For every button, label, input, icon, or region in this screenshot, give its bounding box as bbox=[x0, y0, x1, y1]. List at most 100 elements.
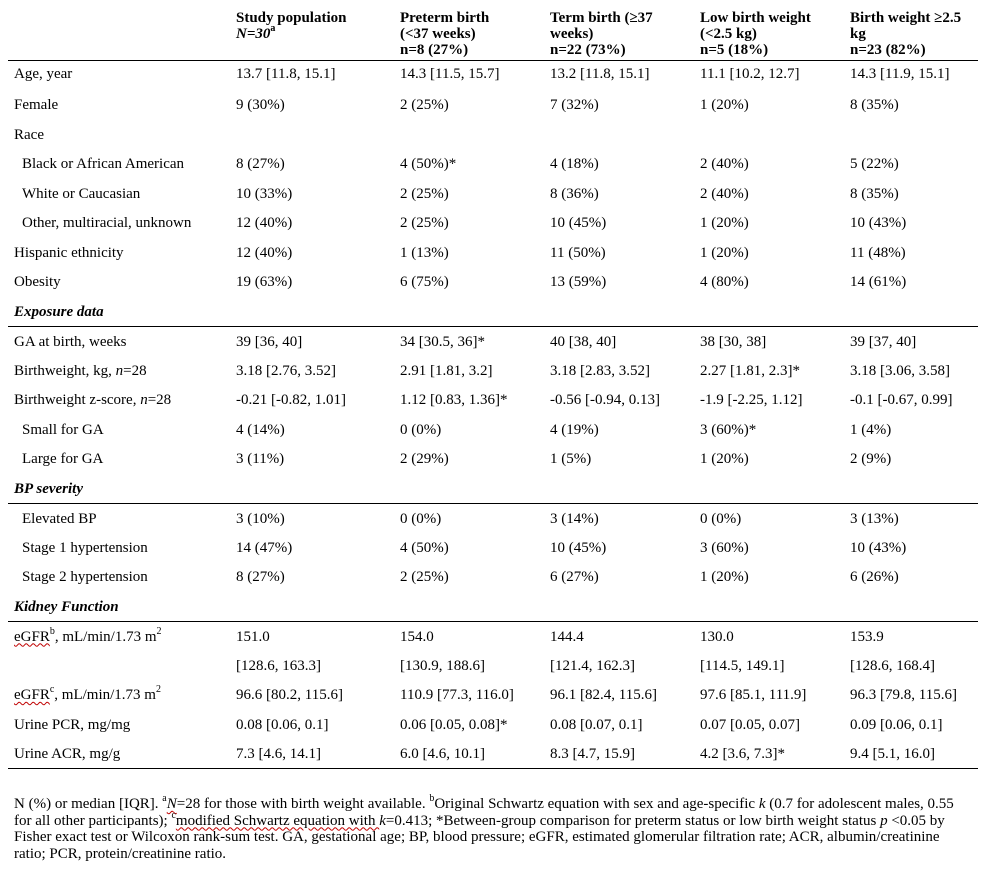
table-row-bwz: Birthweight z-score, n=28 -0.21 [-0.82, 1… bbox=[8, 385, 978, 415]
table-cell: 38 [30, 38] bbox=[700, 333, 767, 350]
table-cell: 14 (61%) bbox=[850, 274, 907, 290]
table-cell: 5 (22%) bbox=[850, 156, 899, 172]
table-cell: 96.6 [80.2, 115.6] bbox=[236, 687, 343, 703]
table-cell: 3.18 [2.83, 3.52] bbox=[550, 362, 650, 379]
row-label: Obesity bbox=[14, 274, 61, 290]
table-cell: 97.6 [85.1, 111.9] bbox=[700, 687, 807, 703]
table-cell: 8 (36%) bbox=[550, 185, 599, 202]
header-normal-birth-weight: Birth weight ≥2.5 kg n=23 (82%) bbox=[850, 10, 962, 58]
header-term: Term birth (≥37 weeks) n=22 (73%) bbox=[550, 10, 653, 58]
table-cell: 2 (25%) bbox=[400, 569, 449, 585]
row-label: Birthweight, kg, n=28 bbox=[14, 362, 147, 379]
table-cell: 10 (43%) bbox=[850, 539, 907, 556]
table-cell: 6 (75%) bbox=[400, 274, 449, 290]
table-cell: 9 (30%) bbox=[236, 97, 285, 113]
table-cell: 1 (13%) bbox=[400, 244, 449, 261]
table-row-black: Black or African American 8 (27%) 4 (50%)*… bbox=[8, 149, 978, 179]
table-row-other: Other, multiracial, unknown 12 (40%) 2 (25… bbox=[8, 208, 978, 238]
table-container: Study population N=30a Preterm birth (<3… bbox=[8, 6, 978, 769]
table-cell: 1.12 [0.83, 1.36]* bbox=[400, 392, 508, 408]
row-label: eGFRb, mL/min/1.73 m2 bbox=[14, 625, 162, 645]
table-cell: 14.3 [11.9, 15.1] bbox=[850, 66, 950, 82]
table-cell: 10 (33%) bbox=[236, 185, 293, 202]
table-cell: 3 (14%) bbox=[550, 510, 599, 527]
table-cell: 4 (80%) bbox=[700, 274, 749, 290]
table-cell: 8 (27%) bbox=[236, 569, 285, 585]
table-cell: 154.0 bbox=[400, 628, 434, 645]
table-cell: 110.9 [77.3, 116.0] bbox=[400, 687, 514, 703]
table-cell: -1.9 [-2.25, 1.12] bbox=[700, 392, 803, 408]
table-cell: 4 (50%) bbox=[400, 539, 449, 556]
table-row-bw: Birthweight, kg, n=28 3.18 [2.76, 3.52] 2.… bbox=[8, 356, 978, 386]
table-row-ga: GA at birth, weeks 39 [36, 40] 34 [30.5, 3… bbox=[8, 326, 978, 356]
row-label: Female bbox=[14, 97, 59, 113]
table-cell: 13 (59%) bbox=[550, 274, 607, 290]
table-cell: 13.7 [11.8, 15.1] bbox=[236, 66, 336, 82]
table-row-sga: Small for GA 4 (14%) 0 (0%) 4 (19%) 3 (60%)*… bbox=[8, 415, 978, 445]
table-cell: 153.9 bbox=[850, 628, 884, 645]
table-cell: 130.0 bbox=[700, 628, 734, 645]
table-row-obesity: Obesity 19 (63%) 6 (75%) 13 (59%) 4 (80%) 14 … bbox=[8, 267, 978, 297]
table-cell: 12 (40%) bbox=[236, 244, 293, 261]
table-row-race: Race bbox=[8, 120, 978, 150]
header-low-birth-weight: Low birth weight (<2.5 kg) n=5 (18%) bbox=[700, 10, 811, 58]
table-cell: 0.07 [0.05, 0.07] bbox=[700, 716, 800, 733]
table-cell: 9.4 [5.1, 16.0] bbox=[850, 746, 935, 762]
table-cell: [128.6, 168.4] bbox=[850, 657, 935, 674]
table-cell: 8 (35%) bbox=[850, 185, 899, 202]
table-cell: 0.08 [0.07, 0.1] bbox=[550, 716, 643, 733]
row-label: GA at birth, weeks bbox=[14, 333, 127, 350]
table-cell: 4.2 [3.6, 7.3]* bbox=[700, 746, 785, 762]
table-cell: 1 (20%) bbox=[700, 451, 749, 467]
table-cell: 4 (18%) bbox=[550, 156, 599, 172]
table-cell: 96.3 [79.8, 115.6] bbox=[850, 687, 957, 703]
table-cell: 3.18 [2.76, 3.52] bbox=[236, 362, 336, 379]
header-label bbox=[8, 6, 230, 61]
table-row-female: Female 9 (30%) 2 (25%) 7 (32%) 1 (20%) 8 (35%… bbox=[8, 90, 978, 120]
table-cell: 3 (13%) bbox=[850, 510, 899, 527]
table-cell: 0.08 [0.06, 0.1] bbox=[236, 716, 329, 733]
table-cell: 144.4 bbox=[550, 628, 584, 645]
characteristics-table: Study population N=30a Preterm birth (<3… bbox=[8, 6, 978, 769]
row-label: Hispanic ethnicity bbox=[14, 244, 124, 261]
table-cell: 3 (11%) bbox=[236, 451, 285, 467]
table-cell: 7 (32%) bbox=[550, 97, 599, 113]
row-label: Race bbox=[14, 126, 44, 143]
row-label: Kidney Function bbox=[14, 598, 119, 615]
row-label: Other, multiracial, unknown bbox=[22, 215, 192, 231]
header-preterm: Preterm birth (<37 weeks) n=8 (27%) bbox=[400, 10, 490, 58]
table-cell: 2 (40%) bbox=[700, 185, 749, 202]
table-cell: 2.91 [1.81, 3.2] bbox=[400, 362, 493, 379]
table-cell: [130.9, 188.6] bbox=[400, 657, 485, 674]
table-row-kidney: Kidney Function bbox=[8, 592, 978, 621]
table-cell: 2 (29%) bbox=[400, 451, 449, 467]
table-cell: 6.0 [4.6, 10.1] bbox=[400, 746, 485, 762]
table-cell: 0 (0%) bbox=[700, 510, 742, 527]
table-row-stage2: Stage 2 hypertension 8 (27%) 2 (25%) 6 (27%… bbox=[8, 562, 978, 592]
table-cell: 0 (0%) bbox=[400, 510, 442, 527]
table-cell: 1 (20%) bbox=[700, 215, 749, 231]
table-row-elev: Elevated BP 3 (10%) 0 (0%) 3 (14%) 0 (0%) 3 (… bbox=[8, 503, 978, 533]
table-cell: 1 (4%) bbox=[850, 421, 892, 438]
table-row-egfrb2: [128.6, 163.3] [130.9, 188.6] [121.4, 162.… bbox=[8, 651, 978, 681]
table-cell: 4 (50%)* bbox=[400, 156, 457, 172]
table-cell: 14.3 [11.5, 15.7] bbox=[400, 66, 500, 82]
table-cell: 10 (43%) bbox=[850, 215, 907, 231]
table-cell: 3 (10%) bbox=[236, 510, 285, 527]
row-label: eGFRc, mL/min/1.73 m2 bbox=[14, 684, 161, 704]
header-study-population: Study population N=30a bbox=[236, 10, 347, 42]
table-cell: 12 (40%) bbox=[236, 215, 293, 231]
table-cell: 39 [36, 40] bbox=[236, 333, 303, 350]
row-label: Urine PCR, mg/mg bbox=[14, 716, 131, 733]
table-row-age: Age, year 13.7 [11.8, 15.1] 14.3 [11.5, 15… bbox=[8, 61, 978, 91]
table-row-hispanic: Hispanic ethnicity 12 (40%) 1 (13%) 11 (50%… bbox=[8, 238, 978, 268]
table-cell: 13.2 [11.8, 15.1] bbox=[550, 66, 650, 82]
row-label: Age, year bbox=[14, 66, 73, 82]
table-cell: 39 [37, 40] bbox=[850, 333, 917, 350]
row-label bbox=[8, 651, 230, 681]
table-cell: 8 (35%) bbox=[850, 97, 899, 113]
table-cell: 6 (26%) bbox=[850, 569, 899, 585]
row-label: Black or African American bbox=[22, 156, 185, 172]
table-row-bp: BP severity bbox=[8, 474, 978, 503]
row-label: Stage 1 hypertension bbox=[22, 539, 148, 556]
